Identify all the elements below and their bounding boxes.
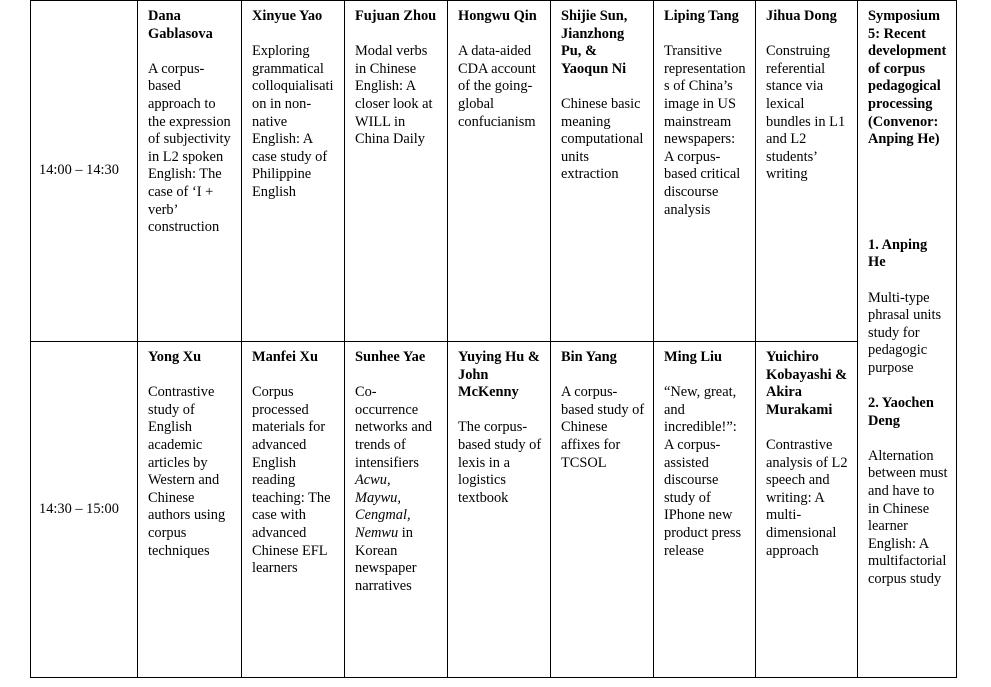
speaker-name: Yong Xu (148, 349, 202, 365)
talk-title: Chinese basic meaning computational unit… (561, 95, 644, 183)
talk-title: Contrastive analysis of L2 speech and wr… (766, 436, 848, 559)
session-cell: Fujuan Zhou Modal verbs in Chinese Englis… (344, 0, 448, 342)
time-slot: 14:00 – 14:30 (30, 0, 138, 342)
symposium-speaker: 1. Anping He (868, 236, 928, 271)
session-cell: Hongwu Qin A data-aided CDA account of th… (447, 0, 551, 342)
speaker-name: Shijie Sun, Jianzhong Pu, & Yaoqun Ni (561, 8, 628, 77)
session-cell: Yong Xu Contrastive study of English acad… (137, 341, 242, 678)
session-cell: Shijie Sun, Jianzhong Pu, & Yaoqun Ni Chi… (550, 0, 654, 342)
talk-title: A corpus-based approach to the expressio… (148, 60, 231, 236)
talk-title-part: Co-occurrence networks and trends of int… (355, 384, 433, 471)
symposium-talk-title: Alternation between must and have to in … (868, 447, 948, 588)
session-cell: Bin Yang A corpus-based study of Chinese … (550, 341, 654, 678)
symposium-talk-title: Multi-type phrasal units study for pedag… (868, 289, 942, 376)
session-cell: Xinyue Yao Exploring grammatical colloqui… (241, 0, 345, 342)
session-cell: Sunhee Yae Co-occurrence networks and tre… (344, 341, 448, 678)
symposium-cell: Symposium 5: Recent development of corpu… (857, 0, 957, 678)
table-row: 14:30 – 15:00 Yong Xu Contrastive study o… (30, 341, 957, 678)
speaker-name: Sunhee Yae (355, 349, 426, 365)
talk-title: A corpus-based study of Chinese affixes … (561, 384, 645, 471)
speaker-name: Fujuan Zhou (355, 8, 437, 24)
speaker-name: Yuying Hu & John McKenny (458, 349, 540, 401)
speaker-name: Bin Yang (561, 349, 617, 365)
talk-title-italic: Acwu, Maywu, Cengmal, Nemwu (355, 472, 411, 541)
speaker-name: Jihua Dong (766, 8, 837, 24)
talk-title: Co-occurrence networks and trends of int… (355, 384, 439, 595)
talk-title: The corpus-based study of lexis in a log… (458, 419, 542, 506)
session-cell: Liping Tang Transitive representations of… (653, 0, 756, 342)
talk-title-part: in Korean newspaper narratives (355, 524, 417, 594)
speaker-name: Ming Liu (664, 349, 722, 365)
talk-title: Modal verbs in Chinese English: A closer… (355, 43, 433, 148)
talk-title: Transitive representations of China’s im… (664, 43, 746, 218)
speaker-name: Xinyue Yao (252, 8, 323, 24)
speaker-name: Hongwu Qin (458, 8, 537, 24)
speaker-name: Yuichiro Kobayashi & Akira Murakami (766, 349, 848, 418)
table-row: 14:00 – 14:30 Dana Gablasova A corpus-bas… (30, 0, 957, 678)
talk-title: Exploring grammatical colloquialisation … (252, 43, 334, 200)
session-cell: Jihua Dong Construing referential stance … (755, 0, 858, 342)
time-slot: 14:30 – 15:00 (30, 341, 138, 678)
speaker-name: Dana Gablasova (148, 8, 213, 42)
session-cell: Ming Liu “New, great, and incredible!”: A… (653, 341, 756, 678)
talk-title: Construing referential stance via lexica… (766, 43, 846, 183)
talk-title: A data-aided CDA account of the going-gl… (458, 43, 536, 130)
speaker-name: Manfei Xu (252, 349, 318, 365)
talk-title: Contrastive study of English academic ar… (148, 384, 226, 559)
symposium-speaker: 2. Yaochen Deng (868, 395, 934, 429)
symposium-title: Symposium 5: Recent development of corpu… (868, 8, 947, 148)
speaker-name: Liping Tang (664, 8, 739, 24)
schedule-table: 14:00 – 14:30 Dana Gablasova A corpus-bas… (30, 0, 957, 678)
session-cell: Manfei Xu Corpus processed materials for … (241, 341, 345, 678)
talk-title: Corpus processed materials for advanced … (252, 384, 331, 577)
session-cell: Dana Gablasova A corpus-based approach to… (137, 0, 242, 342)
talk-title: “New, great, and incredible!”: A corpus-… (664, 384, 742, 559)
session-cell: Yuichiro Kobayashi & Akira Murakami Contr… (755, 341, 858, 678)
session-cell: Yuying Hu & John McKenny The corpus-based… (447, 341, 551, 678)
